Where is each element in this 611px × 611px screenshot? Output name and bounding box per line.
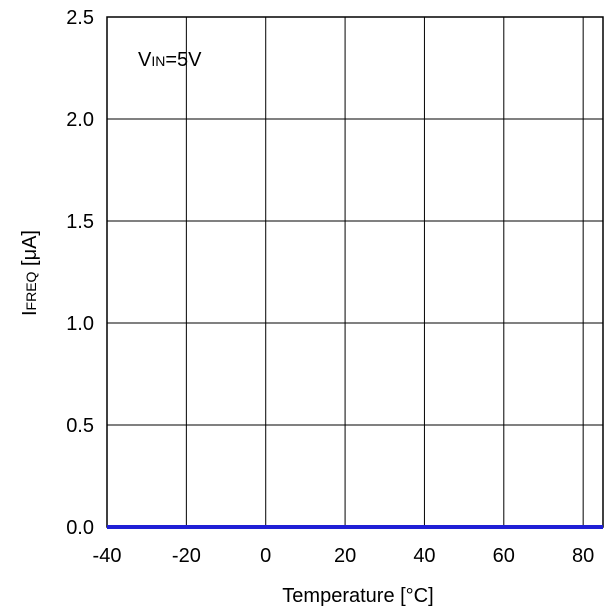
y-tick-label-3: 1.5	[66, 211, 94, 233]
x-axis-label: Temperature [°C]	[282, 585, 433, 607]
x-tick-label-0: -40	[93, 545, 122, 567]
x-tick-label-4: 40	[413, 545, 435, 567]
y-tick-label-0: 0.0	[66, 517, 94, 539]
y-axis-label-subscript: FREQ	[23, 271, 39, 310]
condition-annotation: VIN=5V	[138, 49, 202, 71]
y-tick-labels: 0.0 0.5 1.0 1.5 2.0 2.5	[66, 7, 94, 539]
x-tick-label-3: 20	[334, 545, 356, 567]
x-tick-labels: -40 -20 0 20 40 60 80	[93, 545, 595, 567]
y-axis-label-unit: [μA]	[19, 230, 41, 272]
x-tick-label-5: 60	[493, 545, 515, 567]
annotation-main: V	[138, 49, 152, 71]
x-tick-label-2: 0	[260, 545, 271, 567]
x-tick-label-6: 80	[572, 545, 594, 567]
grid-lines	[107, 17, 603, 527]
y-axis-label: IFREQ [μA]	[19, 230, 41, 316]
plot-frame	[106, 16, 604, 528]
y-tick-label-4: 2.0	[66, 109, 94, 131]
x-tick-label-1: -20	[172, 545, 201, 567]
annotation-rest: =5V	[165, 49, 202, 71]
y-tick-label-5: 2.5	[66, 7, 94, 29]
y-tick-label-1: 0.5	[66, 415, 94, 437]
y-tick-label-2: 1.0	[66, 313, 94, 335]
y-axis-label-main: I	[19, 310, 41, 316]
annotation-subscript: IN	[151, 53, 165, 69]
